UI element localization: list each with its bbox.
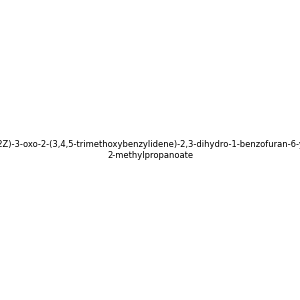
Text: (2Z)-3-oxo-2-(3,4,5-trimethoxybenzylidene)-2,3-dihydro-1-benzofuran-6-yl 2-methy: (2Z)-3-oxo-2-(3,4,5-trimethoxybenzyliden… (0, 140, 300, 160)
